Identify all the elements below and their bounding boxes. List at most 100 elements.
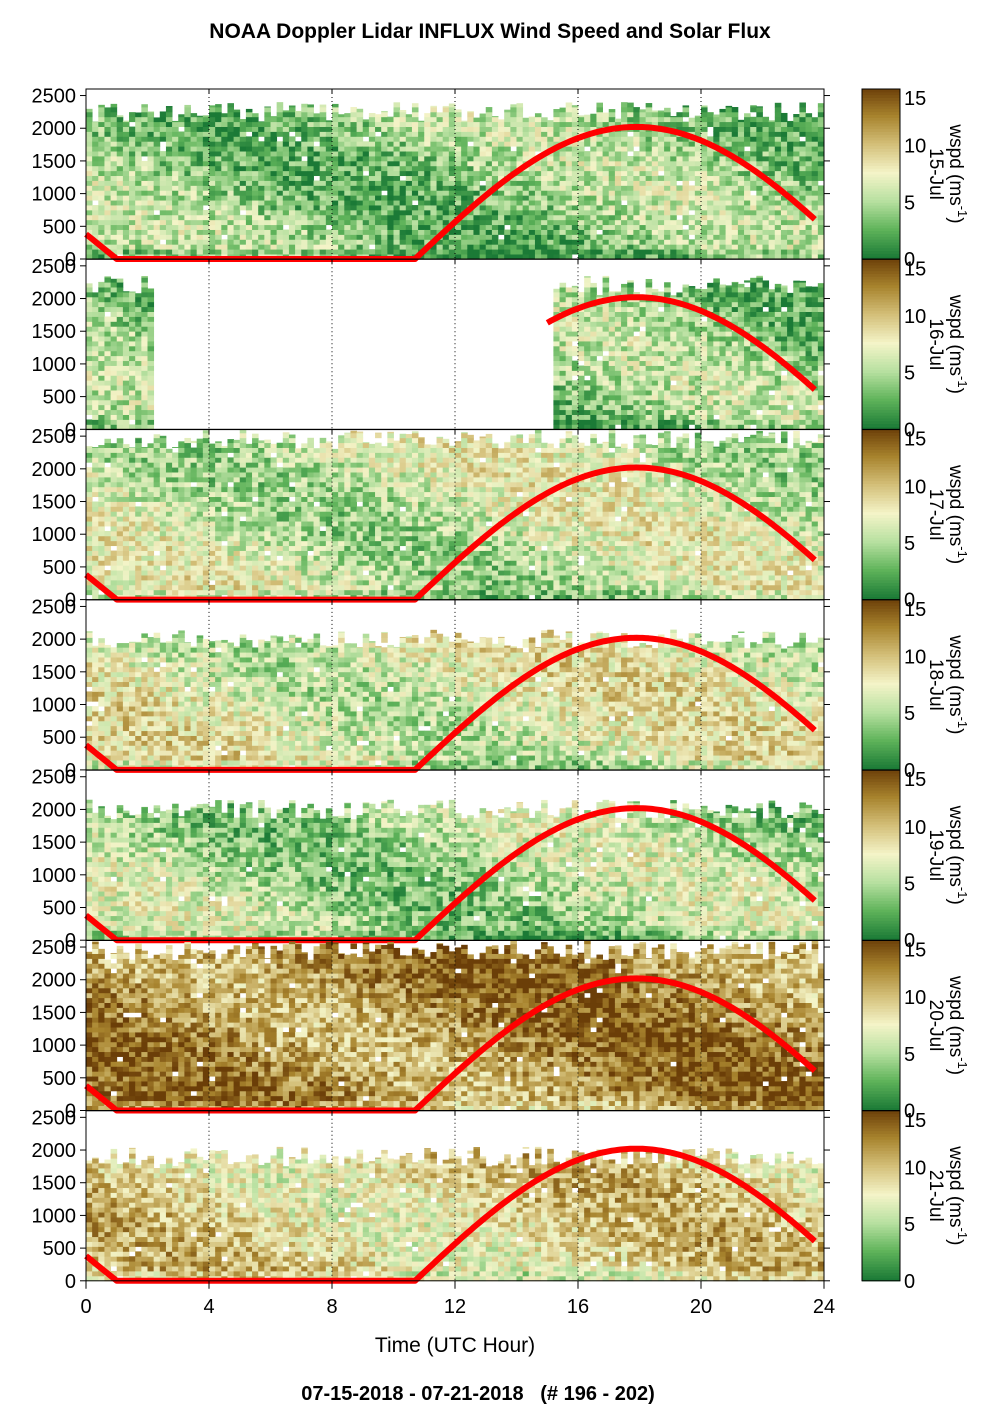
heatmap-cell <box>357 190 364 195</box>
heatmap-cell <box>517 244 524 249</box>
heatmap-cell <box>129 346 136 351</box>
heatmap-cell <box>264 107 271 112</box>
heatmap-cell <box>689 215 696 220</box>
heatmap-cell <box>394 225 401 230</box>
heatmap-cell <box>713 225 720 230</box>
heatmap-cell <box>676 307 683 312</box>
heatmap-cell <box>123 307 130 312</box>
heatmap-cell <box>129 190 136 195</box>
heatmap-cell <box>363 234 370 239</box>
heatmap-cell <box>289 220 296 225</box>
heatmap-cell <box>633 225 640 230</box>
heatmap-cell <box>283 181 290 186</box>
heatmap-cell <box>129 161 136 166</box>
heatmap-cell <box>566 287 573 292</box>
heatmap-cell <box>640 419 647 424</box>
heatmap-cell <box>553 205 560 210</box>
heatmap-cell <box>486 156 493 161</box>
heatmap-cell <box>560 210 567 215</box>
heatmap-cell <box>719 297 726 302</box>
heatmap-cell <box>701 146 708 151</box>
heatmap-cell <box>400 110 407 112</box>
heatmap-cell <box>566 302 573 307</box>
heatmap-cell <box>578 385 585 390</box>
heatmap-cell <box>775 249 782 254</box>
heatmap-cell <box>141 127 148 132</box>
heatmap-cell <box>148 336 155 341</box>
heatmap-cell <box>553 225 560 230</box>
heatmap-cell <box>227 112 234 117</box>
colorbar-segment <box>862 95 900 98</box>
heatmap-cell <box>480 205 487 210</box>
heatmap-cell <box>683 190 690 195</box>
heatmap-cell <box>553 230 560 235</box>
heatmap-cell <box>406 215 413 220</box>
heatmap-cell <box>271 146 278 151</box>
heatmap-cell <box>350 107 357 112</box>
heatmap-cell <box>178 220 185 225</box>
heatmap-cell <box>664 210 671 215</box>
heatmap-cell <box>553 249 560 254</box>
heatmap-cell <box>799 103 806 108</box>
heatmap-cell <box>258 205 265 210</box>
heatmap-cell <box>621 356 628 361</box>
heatmap-cell <box>707 351 714 356</box>
heatmap-cell <box>560 292 567 297</box>
heatmap-cell <box>307 190 314 195</box>
heatmap-cell <box>480 234 487 239</box>
heatmap-cell <box>590 176 597 181</box>
heatmap-cell <box>695 410 702 415</box>
heatmap-cell <box>197 239 204 244</box>
heatmap-cell <box>584 181 591 186</box>
heatmap-cell <box>676 244 683 249</box>
heatmap-cell <box>178 114 185 117</box>
heatmap-cell <box>818 249 825 254</box>
heatmap-cell <box>141 205 148 210</box>
heatmap-cell <box>504 185 511 190</box>
heatmap-cell <box>510 200 517 205</box>
heatmap-cell <box>609 375 616 380</box>
heatmap-cell <box>726 361 733 366</box>
heatmap-cell <box>603 205 610 210</box>
heatmap-cell <box>701 127 708 132</box>
heatmap-cell <box>111 230 118 235</box>
heatmap-cell <box>197 181 204 186</box>
heatmap-cell <box>184 166 191 171</box>
heatmap-cell <box>670 370 677 375</box>
heatmap-cell <box>117 307 124 312</box>
heatmap-cell <box>418 230 425 235</box>
heatmap-cell <box>123 156 130 161</box>
heatmap-cell <box>473 171 480 176</box>
heatmap-cell <box>381 161 388 166</box>
heatmap-cell <box>541 166 548 171</box>
heatmap-cell <box>572 234 579 239</box>
heatmap-cell <box>148 176 155 181</box>
heatmap-cell <box>301 122 308 127</box>
heatmap-cell <box>713 395 720 400</box>
heatmap-cell <box>412 176 419 181</box>
heatmap-cell <box>756 161 763 166</box>
heatmap-cell <box>400 190 407 195</box>
heatmap-cell <box>301 230 308 235</box>
heatmap-cell <box>763 161 770 166</box>
heatmap-cell <box>129 181 136 186</box>
heatmap-cell <box>129 297 136 302</box>
heatmap-cell <box>560 220 567 225</box>
heatmap-cell <box>523 185 530 190</box>
heatmap-cell <box>123 336 130 341</box>
heatmap-cell <box>320 156 327 161</box>
heatmap-cell <box>553 390 560 395</box>
heatmap-cell <box>418 146 425 151</box>
heatmap-cell <box>320 105 327 108</box>
heatmap-cell <box>609 112 616 117</box>
heatmap-cell <box>572 346 579 351</box>
heatmap-cell <box>670 146 677 151</box>
heatmap-cell <box>744 361 751 366</box>
heatmap-cell <box>683 122 690 127</box>
heatmap-cell <box>590 215 597 220</box>
heatmap-cell <box>590 122 597 127</box>
heatmap-cell <box>572 105 579 107</box>
heatmap-cell <box>560 419 567 424</box>
heatmap-cell <box>744 385 751 390</box>
heatmap-cell <box>98 171 105 176</box>
